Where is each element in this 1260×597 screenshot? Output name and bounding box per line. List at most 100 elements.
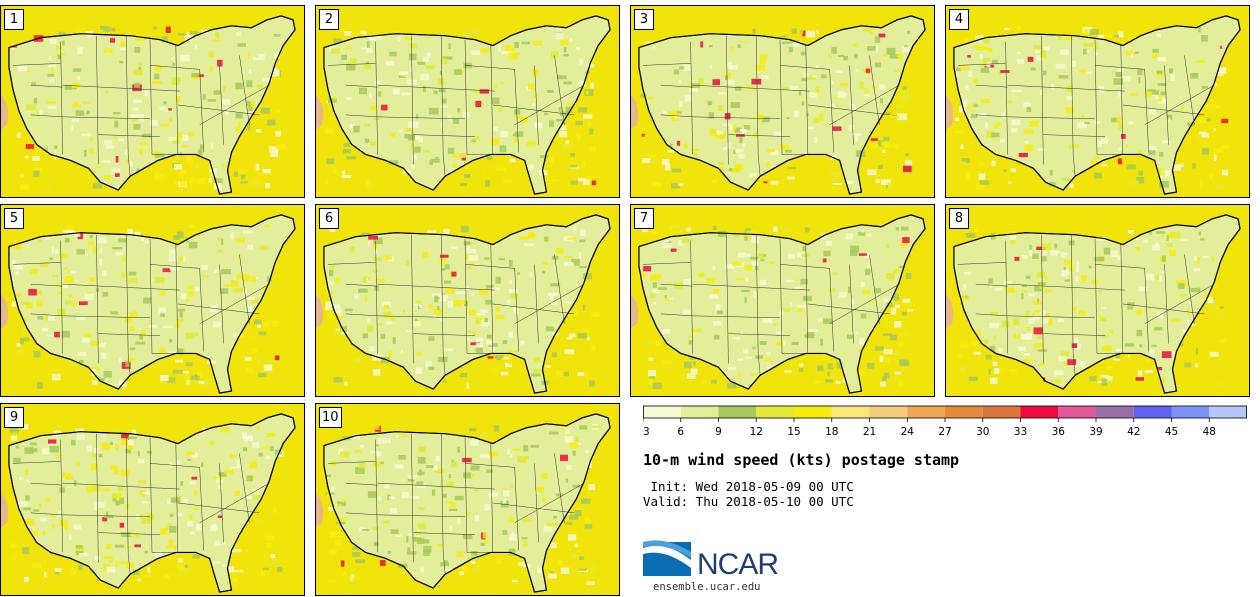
wind-cell	[24, 469, 29, 475]
wind-cell	[443, 380, 447, 383]
state-boundary	[755, 35, 759, 155]
wind-cell	[379, 560, 386, 566]
wind-cell	[524, 243, 534, 246]
state-boundary	[692, 116, 781, 120]
wind-cell	[536, 486, 544, 493]
wind-cell	[738, 153, 745, 159]
wind-cell	[954, 117, 960, 122]
wind-cell	[500, 131, 509, 138]
wind-cell	[683, 279, 691, 285]
wind-cell	[1006, 231, 1016, 235]
wind-cell	[17, 501, 28, 507]
wind-cell	[362, 276, 367, 284]
wind-cell	[37, 382, 43, 389]
wind-cell	[448, 115, 452, 121]
wind-cell	[191, 476, 198, 480]
wind-cell	[376, 35, 382, 40]
wind-cell	[491, 575, 494, 578]
wind-cell	[737, 358, 744, 361]
wind-cell	[439, 295, 449, 299]
wind-cell	[135, 34, 145, 42]
wind-cell	[733, 337, 741, 340]
state-boundary	[829, 84, 900, 125]
wind-cell	[1001, 112, 1005, 118]
coastline	[953, 15, 1241, 195]
state-boundary	[60, 41, 63, 155]
wind-cell	[354, 294, 359, 299]
ensemble-member-panel: 1	[0, 5, 305, 198]
wind-cell	[678, 240, 683, 246]
wind-cell	[712, 289, 720, 293]
wind-cell	[850, 331, 859, 334]
wind-cell	[118, 238, 127, 243]
wind-cell	[454, 495, 464, 501]
wind-cell	[128, 436, 138, 439]
wind-cell	[1080, 275, 1087, 282]
wind-cell	[835, 102, 838, 107]
wind-cell	[978, 173, 986, 180]
member-number: 7	[634, 208, 654, 229]
wind-cell	[591, 180, 597, 186]
wind-cell	[820, 338, 823, 346]
wind-cell	[823, 250, 831, 257]
wind-cell	[84, 332, 92, 338]
wind-cell	[791, 341, 799, 346]
wind-cell	[1161, 351, 1172, 358]
wind-cell	[327, 579, 336, 583]
wind-cell	[174, 181, 178, 187]
wind-cell	[1001, 320, 1010, 328]
wind-cell	[439, 70, 442, 75]
state-boundary	[411, 234, 414, 364]
wind-cell	[984, 122, 989, 129]
wind-cell	[859, 338, 865, 345]
wind-cell	[198, 381, 205, 385]
state-boundary	[62, 315, 151, 319]
wind-cell	[718, 167, 725, 172]
wind-cell	[275, 154, 279, 162]
wind-cell	[244, 357, 252, 361]
wind-cell	[716, 132, 726, 139]
wind-cell	[20, 337, 30, 342]
wind-cell	[568, 309, 578, 316]
wind-cell	[171, 137, 180, 144]
wind-cell	[526, 141, 537, 146]
wind-cell	[532, 94, 538, 99]
wind-cell	[243, 435, 253, 442]
wind-cell	[63, 267, 68, 270]
wind-cell	[1044, 289, 1053, 293]
state-boundary	[957, 262, 1006, 265]
state-boundary	[642, 262, 691, 265]
wind-cell	[144, 550, 148, 554]
state-boundary	[96, 433, 99, 563]
wind-cell	[334, 331, 344, 336]
wind-cell	[262, 169, 271, 174]
wind-cell	[646, 341, 650, 346]
wind-cell	[1055, 63, 1066, 69]
wind-cell	[57, 54, 62, 60]
wind-cell	[729, 124, 735, 131]
wind-cell	[1161, 140, 1171, 144]
wind-cell	[120, 41, 126, 48]
wind-cell	[185, 332, 195, 339]
wind-speed-map	[1, 404, 304, 595]
wind-cell	[584, 372, 588, 379]
wind-cell	[960, 144, 964, 150]
state-boundary	[12, 262, 61, 265]
wind-cell	[388, 496, 395, 500]
wind-cell	[85, 253, 89, 257]
wind-cell	[494, 84, 498, 89]
coastline	[638, 214, 926, 394]
wind-cell	[440, 267, 446, 271]
wind-cell	[825, 379, 833, 383]
wind-cell	[243, 496, 252, 500]
wind-cell	[252, 442, 260, 448]
wind-cell	[49, 257, 54, 260]
wind-cell	[139, 114, 144, 121]
wind-cell	[1203, 117, 1211, 122]
wind-cell	[980, 67, 990, 73]
wind-cell	[248, 105, 253, 111]
wind-cell	[97, 165, 102, 169]
wind-cell	[545, 365, 551, 368]
wind-cell	[875, 45, 879, 51]
wind-cell	[582, 179, 590, 185]
